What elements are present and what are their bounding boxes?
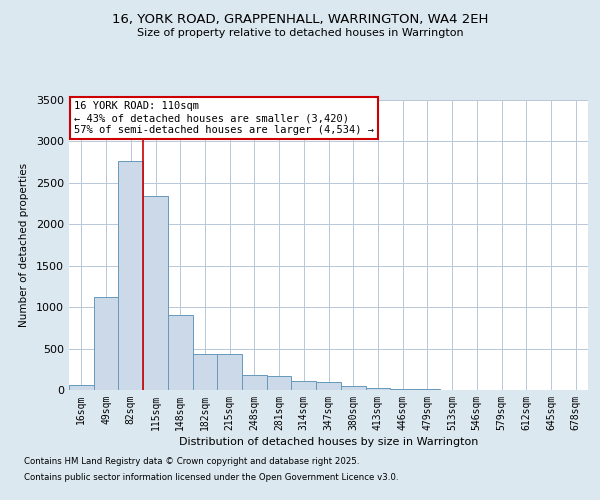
Bar [242, 375, 267, 390]
Bar [69, 386, 94, 390]
Text: Contains public sector information licensed under the Open Government Licence v3: Contains public sector information licen… [24, 472, 398, 482]
Bar [267, 376, 292, 390]
Text: Contains HM Land Registry data © Crown copyright and database right 2025.: Contains HM Land Registry data © Crown c… [24, 458, 359, 466]
Bar [217, 354, 242, 390]
Text: 16, YORK ROAD, GRAPPENHALL, WARRINGTON, WA4 2EH: 16, YORK ROAD, GRAPPENHALL, WARRINGTON, … [112, 12, 488, 26]
X-axis label: Distribution of detached houses by size in Warrington: Distribution of detached houses by size … [179, 437, 478, 447]
Bar [341, 386, 365, 390]
Bar [94, 297, 118, 390]
Bar [365, 388, 390, 390]
Bar [118, 162, 143, 390]
Text: 16 YORK ROAD: 110sqm
← 43% of detached houses are smaller (3,420)
57% of semi-de: 16 YORK ROAD: 110sqm ← 43% of detached h… [74, 102, 374, 134]
Bar [390, 389, 415, 390]
Bar [316, 382, 341, 390]
Bar [168, 316, 193, 390]
Y-axis label: Number of detached properties: Number of detached properties [19, 163, 29, 327]
Text: Size of property relative to detached houses in Warrington: Size of property relative to detached ho… [137, 28, 463, 38]
Bar [143, 196, 168, 390]
Bar [292, 381, 316, 390]
Bar [193, 354, 217, 390]
